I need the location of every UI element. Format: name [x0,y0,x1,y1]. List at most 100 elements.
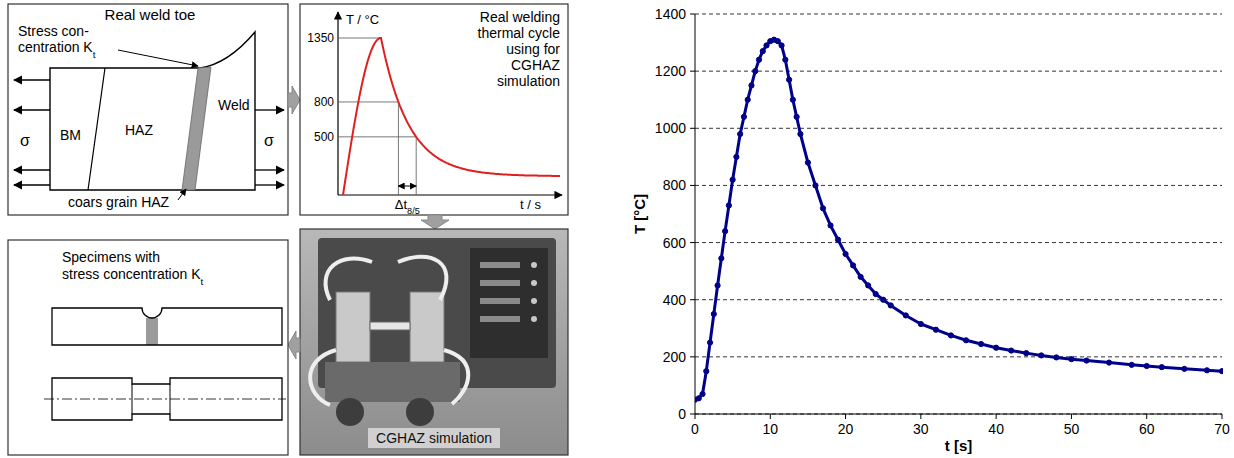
data-point [775,39,780,44]
data-point [1106,360,1111,365]
machine-base [325,362,460,402]
data-point [753,69,758,74]
guide-line [338,136,416,137]
y-axis [695,14,696,414]
hose [398,257,446,300]
data-point [738,131,743,136]
text-subscript: t [201,276,204,287]
data-point [948,333,953,338]
y-tick [690,299,695,300]
data-point [851,263,856,268]
grid-line [695,414,1222,415]
y-axis-title: T [°C] [631,194,648,234]
guide-line [338,101,398,102]
bm-haz-boundary [88,68,105,190]
panel-strip [480,298,520,304]
grid-line [695,128,1222,129]
centre-line [44,399,286,400]
y-tick [690,14,695,15]
hose [444,350,468,404]
y-tick-label: 1000 [655,120,686,136]
x-tick [1222,414,1223,419]
x-axis [695,414,1222,415]
y-tick-label: 1400 [655,6,686,22]
grid-line [695,185,1222,186]
data-point [734,154,739,159]
x-tick [845,414,846,419]
data-point [1069,357,1074,362]
panel-strip [480,262,520,268]
x-tick-label: 70 [1214,421,1230,437]
tick-label: 800 [314,95,334,109]
bm-label: BM [60,127,81,143]
data-point [1009,348,1014,353]
y-tick-label: 200 [663,349,687,365]
load-arrow [14,79,50,80]
data-point [696,396,701,401]
load-arrow [14,109,50,110]
clamp [410,292,444,362]
panel-light [531,262,537,268]
data-point [963,338,968,343]
data-point [820,206,825,211]
data-point [888,303,893,308]
panel-title: thermal cycle [478,25,561,41]
schematic-cycle [343,38,560,195]
grid-line [695,299,1222,300]
x-tick [1071,414,1072,419]
x-tick-label: 20 [838,421,854,437]
data-point [794,114,799,119]
tick-label: 500 [314,130,334,144]
data-point [798,131,803,136]
panel-light [531,316,537,322]
y-tick-label: 800 [663,177,687,193]
data-point [933,327,938,332]
text-main: stress concentration K [62,266,201,282]
y-tick-label: 400 [663,292,687,308]
axis [338,194,562,195]
y-tick [690,356,695,357]
panel-thermal-cycle [300,4,568,215]
flow-arrow [288,331,300,359]
data-point [707,340,712,345]
x-tick-label: 50 [1064,421,1080,437]
data-point [866,283,871,288]
data-point [903,313,908,318]
data-point [835,237,840,242]
data-point [813,183,818,188]
data-point [779,43,784,48]
photo-label: CGHAZ simulation [376,430,492,446]
data-point [700,391,705,396]
data-point [726,203,731,208]
data-point [756,57,761,62]
y-tick-label: 1200 [655,63,686,79]
load-arrow [255,184,284,185]
panel-title: Real welding [480,9,560,25]
data-point [994,345,999,350]
data-point [1219,369,1223,374]
y-tick [690,185,695,186]
y-tick [690,414,695,415]
guide-line [338,38,381,39]
data-point [715,283,720,288]
fitting [406,398,434,426]
data-point [723,229,728,234]
y-tick [690,128,695,129]
leader-arrow [118,50,198,66]
flow-arrow [421,215,449,229]
data-point [918,321,923,326]
stress-label: Stress con- [18,23,89,39]
x-tick-label: 60 [1139,421,1155,437]
panel-title: Specimens with [62,249,160,265]
chart: 0200400600800100012001400010203040506070… [631,6,1230,454]
x-tick-label: 30 [913,421,929,437]
data-point [749,83,754,88]
panel-strip [480,316,520,322]
panel-specimens [8,240,288,455]
x-tick [920,414,921,419]
panel-title: Real weld toe [105,6,196,23]
data-point [1182,366,1187,371]
data-point [790,97,795,102]
data-point [1159,365,1164,370]
hose [310,350,336,405]
